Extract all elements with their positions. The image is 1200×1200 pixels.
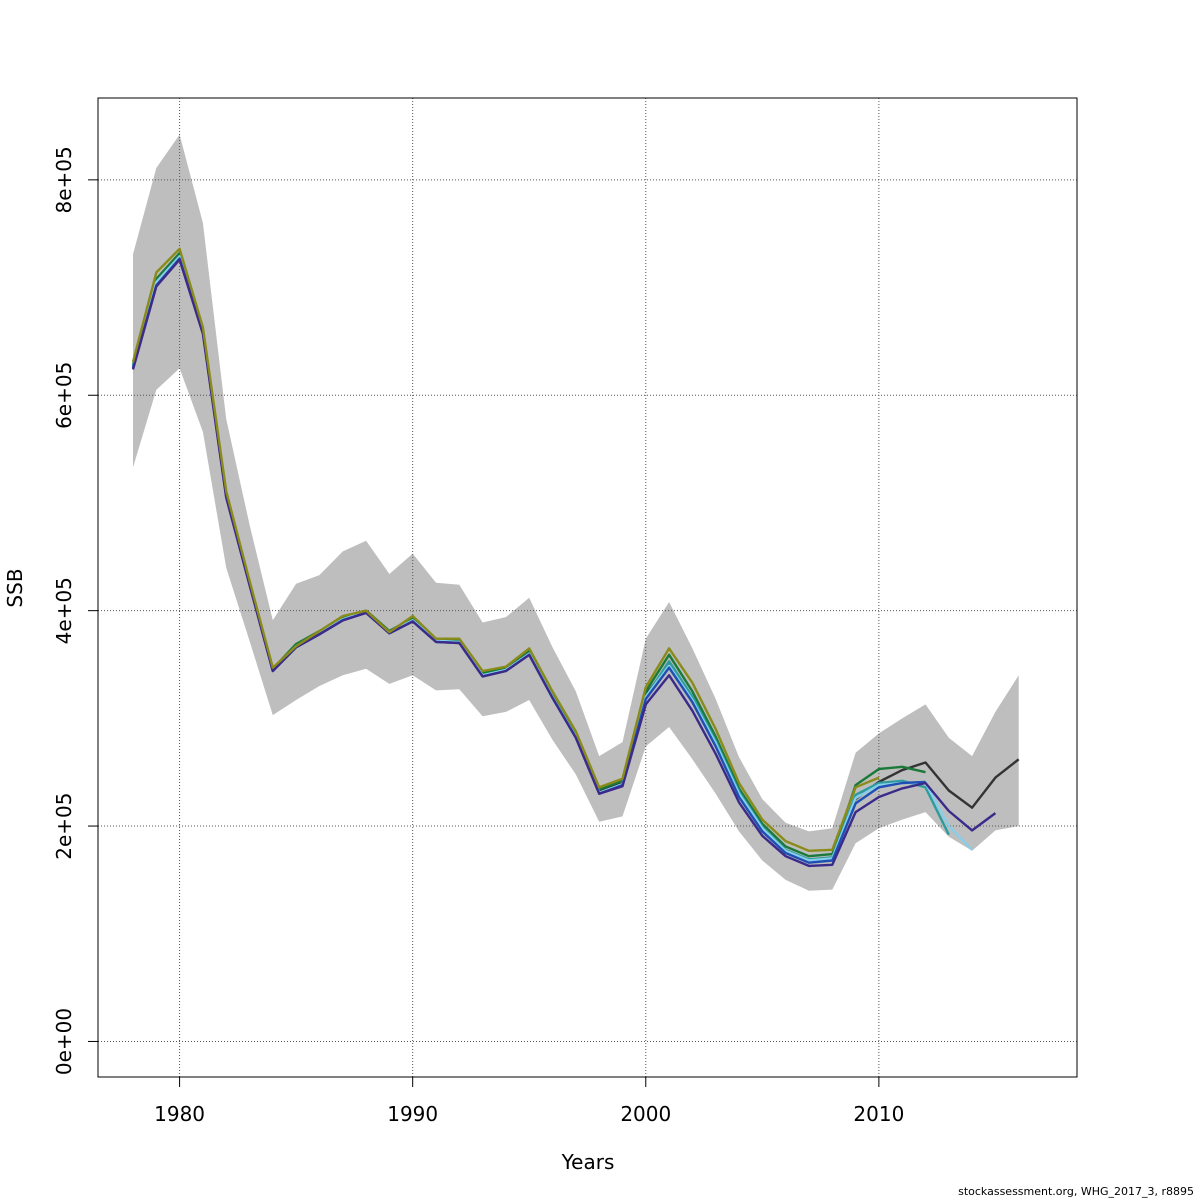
x-axis-title: Years	[561, 1150, 615, 1174]
series-line-6	[131, 258, 997, 868]
grid-layer	[98, 98, 1077, 1077]
y-axis-title: SSB	[3, 568, 27, 607]
y-tick-label: 6e+05	[52, 362, 76, 429]
series-layer	[131, 247, 1020, 868]
y-tick-label: 0e+00	[52, 1008, 76, 1075]
x-tick-label: 2010	[853, 1102, 904, 1126]
x-axis: 1980 1990 2000 2010	[154, 1077, 904, 1126]
series-line-4	[131, 255, 973, 862]
footer-credit: stockassessment.org, WHG_2017_3, r8895	[958, 1185, 1194, 1198]
x-tick-label: 1990	[387, 1102, 438, 1126]
x-tick-label: 2000	[620, 1102, 671, 1126]
y-tick-label: 8e+05	[52, 146, 76, 213]
plot-frame	[97, 97, 1078, 1078]
x-tick-label: 1980	[154, 1102, 205, 1126]
series-line-7	[131, 247, 880, 852]
y-tick-label: 2e+05	[52, 792, 76, 859]
y-axis: 0e+00 2e+05 4e+05 6e+05 8e+05	[52, 146, 98, 1075]
y-tick-label: 4e+05	[52, 577, 76, 644]
